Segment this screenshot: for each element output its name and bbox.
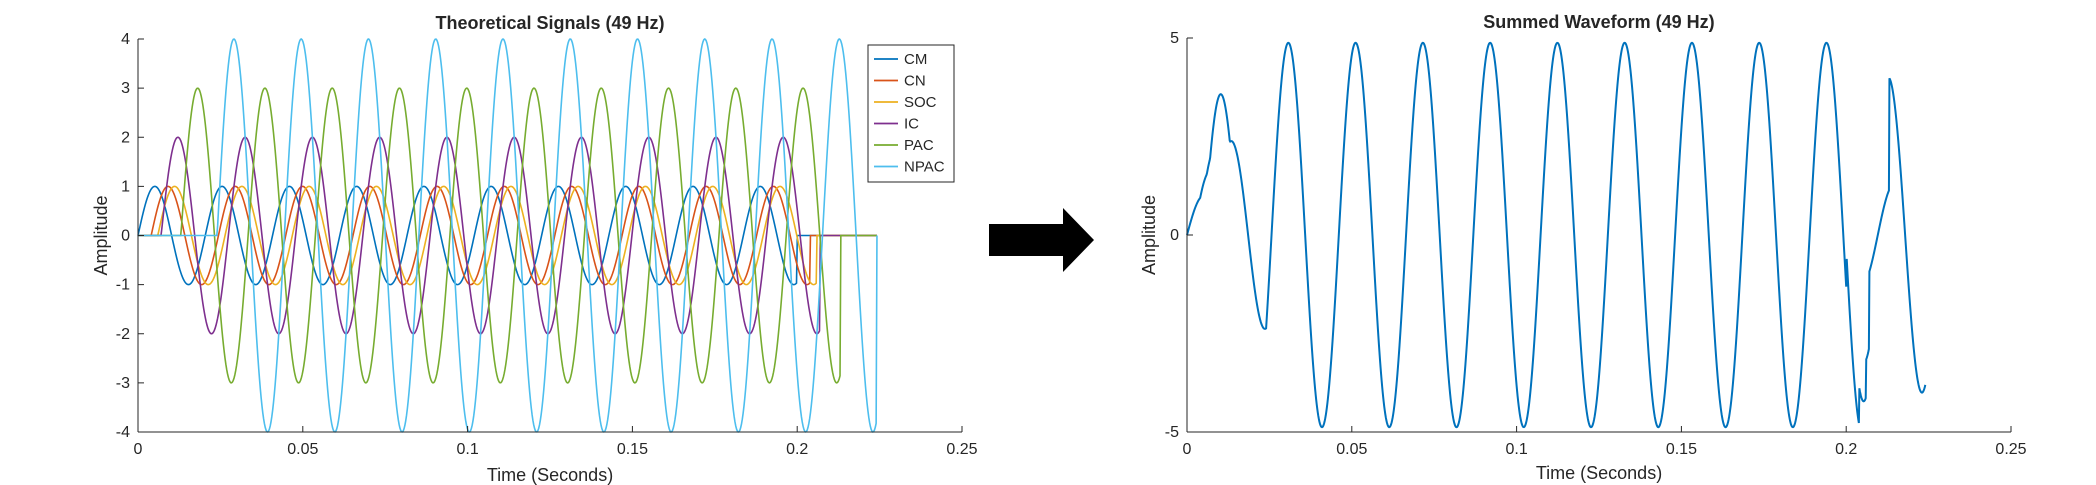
y-tick-label: -1 [116, 277, 130, 294]
legend-entry: IC [904, 116, 919, 133]
chart-title: Theoretical Signals (49 Hz) [435, 13, 664, 33]
legend-box [867, 44, 955, 183]
legend-entry: CM [904, 51, 927, 68]
axes: 0 0.05 0.1 0.15 0.2 0.25 -4 -3 -2 -1 0 1 2 3 4 [116, 31, 978, 458]
y-axis-label: Amplitude [1139, 195, 1159, 275]
y-tick-label: -4 [116, 424, 130, 441]
x-tick-label: 0.2 [1835, 441, 1857, 458]
y-tick-label: 3 [121, 80, 130, 97]
legend-entry: SOC [904, 94, 937, 111]
chart-title: Summed Waveform (49 Hz) [1483, 12, 1714, 32]
legend-entry: CN [904, 73, 926, 90]
x-tick-label: 0.2 [786, 441, 808, 458]
x-axis-label: Time (Seconds) [1536, 463, 1662, 483]
series-line-npac [138, 38, 878, 433]
x-tick-label: 0.1 [1505, 441, 1527, 458]
x-tick-label: 0.05 [287, 441, 318, 458]
y-tick-label: -3 [116, 375, 130, 392]
y-axis-label: Amplitude [91, 195, 111, 275]
legend-entry: PAC [904, 137, 934, 154]
series-line-cm [137, 185, 877, 286]
x-axis-label: Time (Seconds) [487, 465, 613, 485]
x-tick-label: 0.05 [1336, 441, 1367, 458]
plot-area [1186, 41, 1927, 429]
x-tick-label: 0.15 [617, 441, 648, 458]
x-tick-label: 0.1 [456, 441, 478, 458]
legend-entry: NPAC [904, 159, 945, 176]
right-arrow-icon [989, 208, 1094, 272]
x-tick-label: 0 [134, 441, 143, 458]
y-tick-label: 0 [121, 228, 130, 245]
y-tick-label: 0 [1170, 227, 1179, 244]
y-tick-label: -2 [116, 326, 130, 343]
x-tick-label: 0.25 [1995, 441, 2026, 458]
axes: 0 0.05 0.1 0.15 0.2 0.25-505 [1165, 30, 2027, 458]
y-tick-label: 2 [121, 129, 130, 146]
plot-area [137, 38, 878, 433]
summed-waveform-line [1186, 41, 1927, 429]
y-tick-label: 1 [121, 178, 130, 195]
theoretical-signals-chart: Theoretical Signals (49 Hz) 0 0.05 0.1 0.15… [91, 13, 978, 485]
x-tick-label: 0.15 [1666, 441, 1697, 458]
legend: CM CN SOC IC PAC NPAC [867, 44, 955, 183]
series-line-ic [138, 136, 877, 335]
x-tick-label: 0 [1183, 441, 1192, 458]
y-tick-label: -5 [1165, 424, 1179, 441]
y-tick-label: 4 [121, 31, 130, 48]
x-tick-label: 0.25 [946, 441, 977, 458]
summed-waveform-chart: Summed Waveform (49 Hz) 0 0.05 0.1 0.15 0.2 0… [1139, 12, 2027, 483]
y-tick-label: 5 [1170, 30, 1179, 47]
